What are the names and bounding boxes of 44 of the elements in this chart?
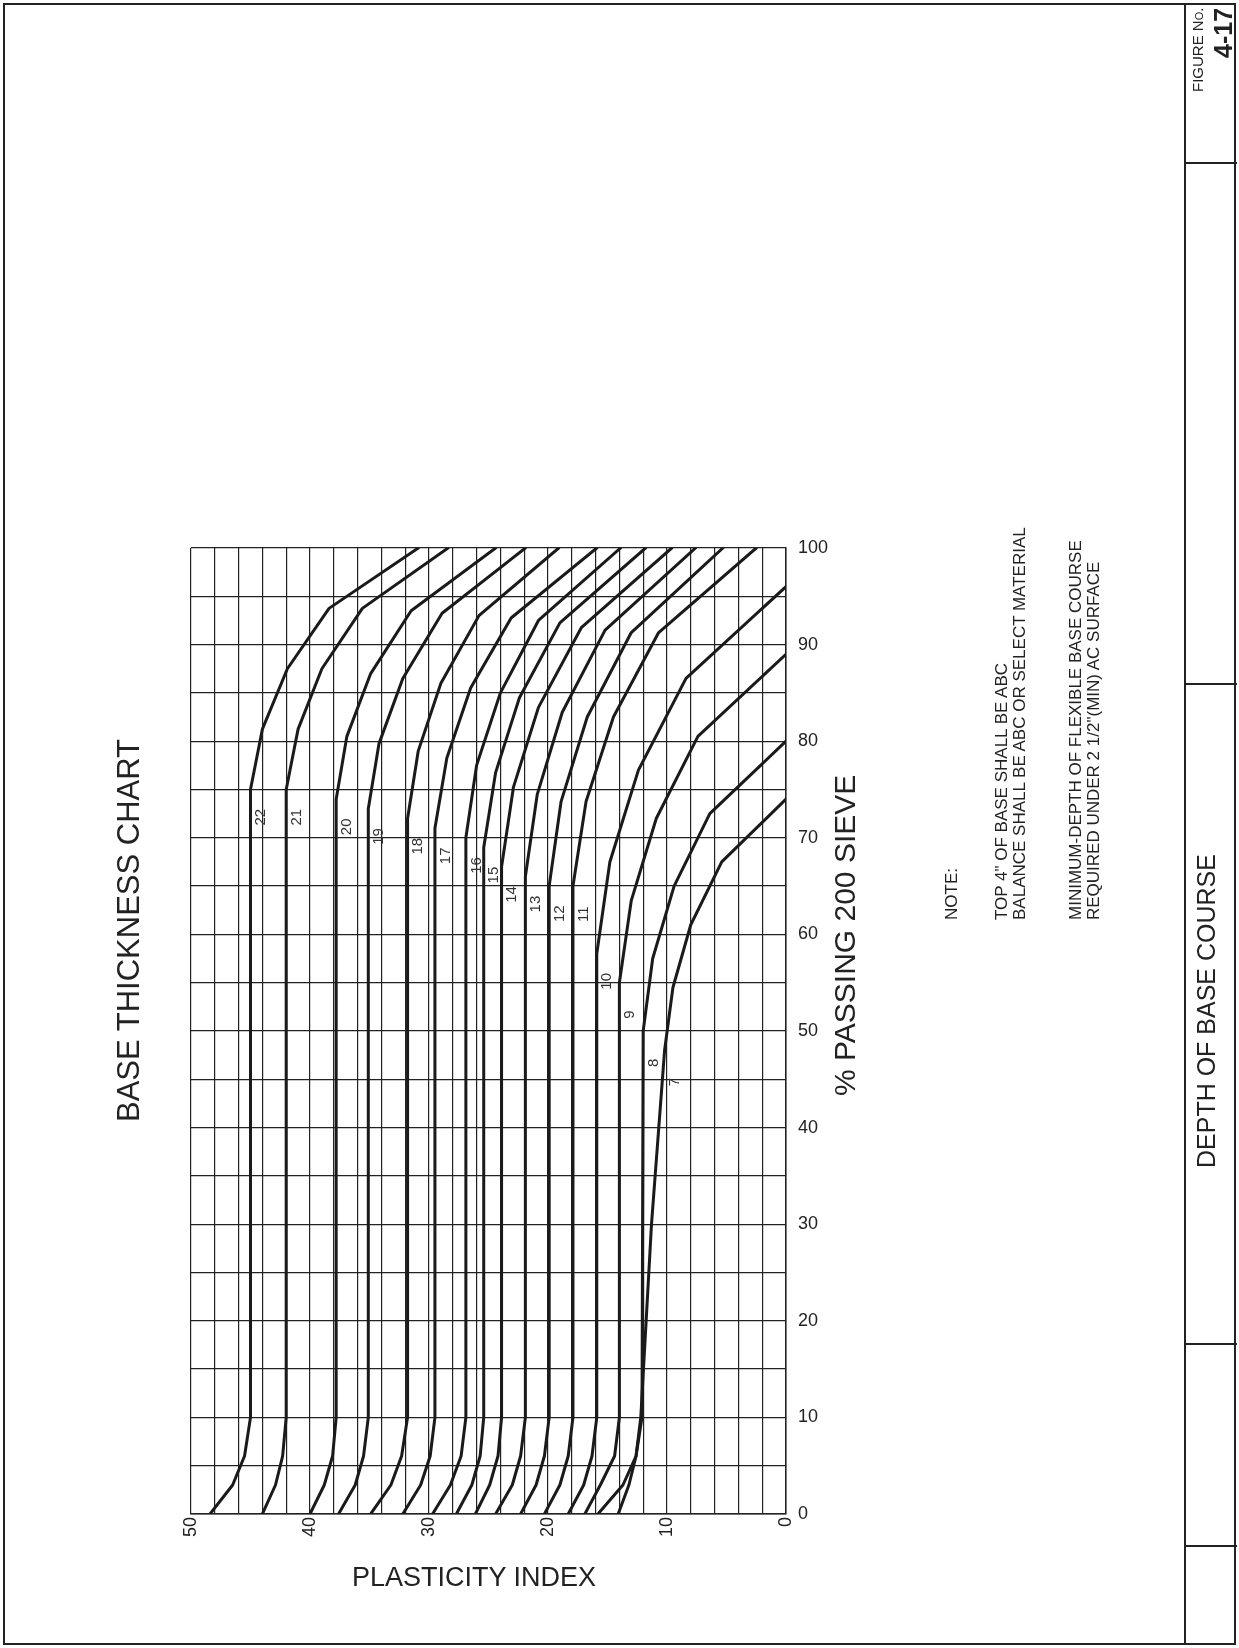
y-tick-label: 20	[797, 1309, 818, 1330]
x-tick-label: 30	[417, 1516, 438, 1538]
x-tick-label: 20	[536, 1516, 557, 1538]
text: 20	[336, 818, 354, 836]
y-tick-label: 30	[797, 1213, 818, 1234]
text: 10	[597, 973, 615, 990]
text: FIGURE No.	[1189, 8, 1207, 95]
y-tick-label: 50	[797, 1019, 818, 1040]
x-tick-label: 40	[298, 1516, 319, 1538]
text: 21	[286, 808, 304, 826]
text: 12	[549, 905, 567, 923]
text: 18	[408, 837, 426, 855]
y-axis-title: % PASSING 200 SIEVE	[828, 773, 861, 1098]
y-tick-label: 90	[797, 633, 818, 654]
text: MINIMUM-DEPTH OF FLEXIBLE BASE COURSE	[1066, 539, 1086, 920]
text: 17	[435, 847, 453, 865]
text: 19	[368, 828, 386, 845]
x-axis-title: PLASTICITY INDEX	[350, 1562, 598, 1593]
text: TOP 4" OF BASE SHALL BE ABC	[992, 661, 1012, 920]
text: 11	[573, 906, 591, 923]
text: NOTE:	[942, 867, 962, 920]
text: 9	[620, 1010, 638, 1019]
text: 15	[484, 866, 502, 884]
y-tick-label: 100	[797, 536, 829, 557]
text: BALANCE SHALL BE ABC OR SELECT MATERIAL	[1010, 526, 1030, 920]
y-tick-label: 70	[797, 826, 818, 847]
y-tick-label: 0	[797, 1502, 808, 1523]
text: DEPTH OF BASE COURSE	[1192, 853, 1221, 1171]
text: 7	[665, 1077, 683, 1087]
text: 13	[526, 895, 544, 913]
y-tick-label: 60	[797, 923, 818, 944]
x-tick-label: 50	[179, 1516, 200, 1538]
text: BASE THICKNESS CHART	[111, 737, 147, 1124]
y-tick-label: 10	[797, 1406, 818, 1427]
text: 8	[643, 1058, 661, 1067]
text: REQUIRED UNDER 2 1/2"(MIN) AC SURFACE	[1084, 560, 1104, 920]
y-tick-label: 40	[797, 1116, 818, 1137]
text: 16	[466, 857, 484, 874]
text: 14	[502, 886, 520, 903]
text: 22	[251, 808, 269, 826]
x-tick-label: 0	[774, 1516, 795, 1527]
text: 4-17	[1209, 8, 1238, 61]
x-tick-label: 10	[655, 1516, 676, 1538]
y-tick-label: 80	[797, 730, 818, 751]
